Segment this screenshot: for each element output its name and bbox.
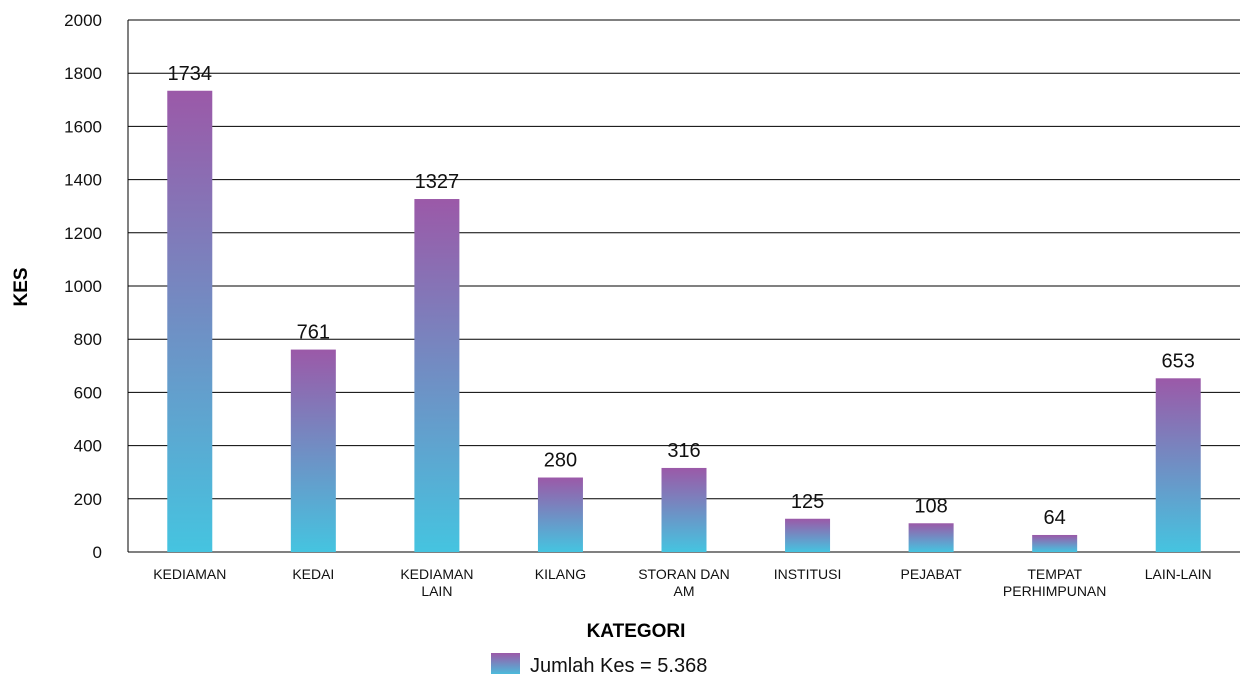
x-axis-title: KATEGORI [587,621,686,642]
bar [167,90,213,553]
bar [414,199,460,552]
legend-label: Jumlah Kes = 5.368 [530,655,707,674]
x-tick-label: INSTITUSI [774,566,842,582]
data-label: 1327 [415,171,460,193]
y-axis-title: KES [11,267,32,306]
data-label: 761 [297,322,330,344]
bar [785,518,831,552]
legend-swatch [491,653,520,676]
bar [661,467,707,552]
bar [908,523,954,552]
x-tick-label: STORAN DAN AM [638,566,730,599]
bar [290,349,336,552]
y-tick-label: 600 [74,383,102,402]
data-label: 108 [914,495,947,517]
y-tick-label: 400 [74,437,102,456]
data-label: 280 [544,450,577,472]
y-tick-labels: 0 200 400 600 800 1000 1200 1400 1600 1800 2000 [64,11,102,562]
x-tick-label: KEDAI [292,566,334,582]
bar [537,477,583,552]
y-tick-label: 1800 [64,64,102,83]
data-label: 125 [791,491,824,513]
x-tick-label: LAIN-LAIN [1145,566,1212,582]
y-tick-label: 1200 [64,224,102,243]
x-tick-label: PEJABAT [901,566,963,582]
bar [1155,378,1201,552]
x-tick-label: TEMPAT PERHIMPUNAN [1003,566,1106,599]
y-tick-label: 1000 [64,277,102,296]
bars [167,90,1201,553]
data-label: 653 [1162,350,1195,372]
legend: Jumlah Kes = 5.368 [491,653,707,677]
x-tick-label: KILANG [535,566,586,582]
data-label: 64 [1044,507,1066,529]
data-label: 316 [667,440,700,462]
x-tick-label: KEDIAMAN [153,566,226,582]
bar [1032,534,1078,552]
x-tick-labels: KEDIAMAN KEDAI KEDIAMAN LAIN KILANG STORAN DA… [153,566,1211,599]
data-labels: 1734 761 1327 280 316 125 108 64 653 [168,63,1195,529]
data-label: 1734 [168,63,213,85]
y-tick-label: 0 [93,543,102,562]
y-tick-label: 1400 [64,171,102,190]
y-tick-label: 2000 [64,11,102,30]
x-tick-label: KEDIAMAN LAIN [400,566,473,599]
y-tick-label: 1600 [64,117,102,136]
y-tick-label: 800 [74,330,102,349]
y-tick-label: 200 [74,490,102,509]
